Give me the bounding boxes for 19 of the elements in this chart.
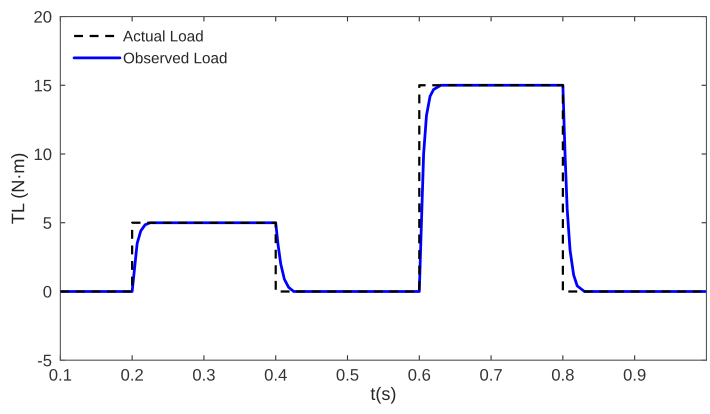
x-tick-label: 0.8 <box>552 368 574 381</box>
x-tick-label: 0.5 <box>336 368 358 381</box>
x-tick-label: 0.6 <box>408 368 430 381</box>
x-tick-label: 0.3 <box>192 368 215 381</box>
y-tick-label: -5 <box>38 354 52 366</box>
y-tick-label: 0 <box>43 286 52 298</box>
y-tick-label: 15 <box>34 80 52 92</box>
y-axis-title: TL (N·m) <box>11 154 28 224</box>
x-axis-title: t(s) <box>370 386 396 404</box>
x-tick-label: 0.9 <box>624 368 646 381</box>
x-tick-label: 0.2 <box>121 368 143 381</box>
legend-label: Observed Load <box>124 52 226 64</box>
x-tick-label: 0.7 <box>480 368 502 381</box>
x-tick-label: 0.4 <box>264 368 287 381</box>
y-tick-label: 5 <box>43 217 52 229</box>
y-tick-label: 10 <box>34 148 52 160</box>
y-tick-label: 20 <box>34 10 52 23</box>
legend-label: Actual Load <box>123 30 203 42</box>
x-tick-label: 0.1 <box>49 368 72 381</box>
